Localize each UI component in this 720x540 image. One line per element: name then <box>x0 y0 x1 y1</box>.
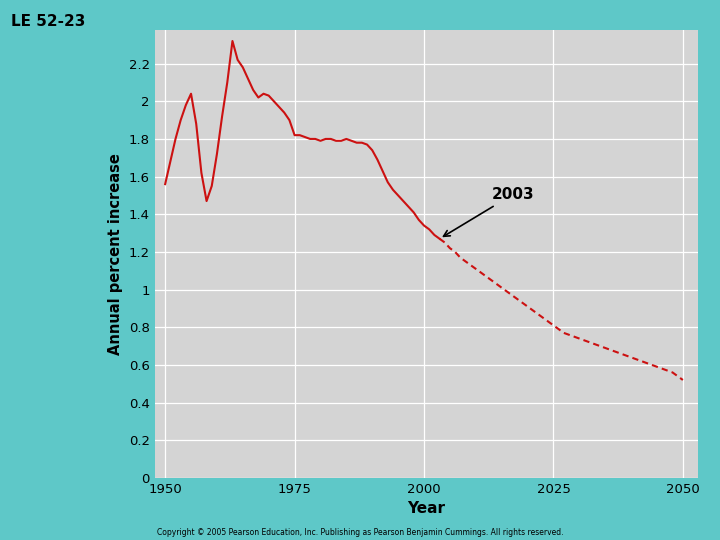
Text: Copyright © 2005 Pearson Education, Inc. Publishing as Pearson Benjamin Cummings: Copyright © 2005 Pearson Education, Inc.… <box>157 528 563 537</box>
Text: 2003: 2003 <box>444 187 534 237</box>
Y-axis label: Annual percent increase: Annual percent increase <box>108 153 123 355</box>
X-axis label: Year: Year <box>408 501 446 516</box>
Text: LE 52-23: LE 52-23 <box>11 14 85 29</box>
